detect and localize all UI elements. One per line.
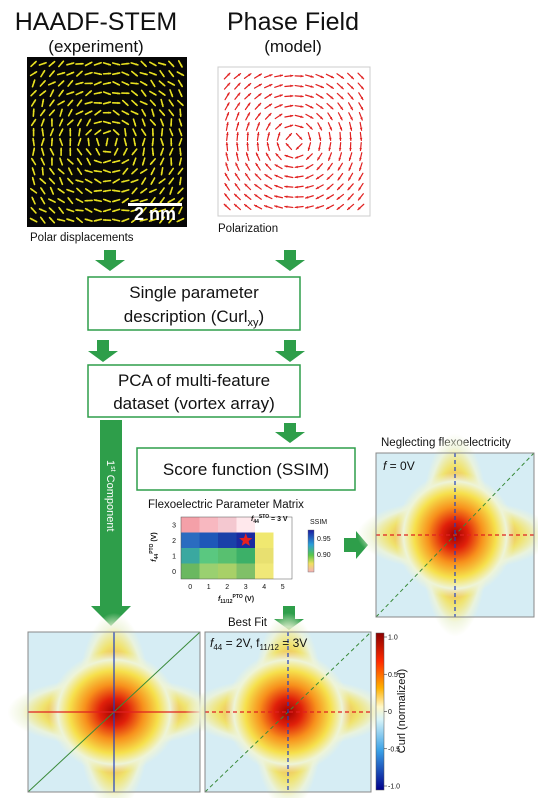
box-text-part: description (Curl [124, 307, 248, 326]
label-part: = 0V [386, 459, 414, 473]
box-text: Score function (SSIM) [163, 460, 329, 479]
subscript: 11/12 [260, 643, 280, 652]
matrix-cell [218, 548, 237, 564]
label-part: (V) [151, 532, 158, 543]
panel-label: f = 0V [383, 459, 415, 473]
matrix-cell [181, 564, 200, 580]
matrix-cell [218, 533, 237, 549]
flow-arrow [275, 250, 305, 271]
best-fit-title: Best Fit [228, 617, 268, 629]
header-title: Phase Field [227, 8, 359, 36]
header-title: HAADF-STEM [15, 8, 178, 36]
colorbar-tick-label: 0 [388, 709, 392, 716]
flow-arrow [95, 250, 125, 271]
matrix-cell [255, 548, 274, 564]
matrix-cell [200, 548, 219, 564]
arrow-label-part: Component [104, 472, 116, 532]
caption: Polarization [218, 223, 278, 235]
matrix-cell [218, 564, 237, 580]
matrix-ytick: 1 [172, 553, 176, 560]
matrix-cell [218, 517, 237, 533]
superscript: PTO [233, 594, 243, 600]
matrix-xlabel: f11/12PTO (V) [218, 594, 254, 605]
matrix-cell [200, 533, 219, 549]
box-text: PCA of multi-feature [118, 371, 270, 390]
matrix-xtick: 0 [188, 584, 192, 591]
header-subtitle: (model) [264, 37, 322, 56]
panel-label: f44 = 2V, f11/12 = 3V [210, 636, 307, 652]
flow-arrow [275, 340, 305, 362]
figure: HAADF-STEM (experiment) Phase Field (mod… [0, 0, 538, 798]
matrix-cell [237, 548, 256, 564]
scale-bar-label: 2 nm [134, 204, 176, 224]
matrix-xtick: 2 [225, 584, 229, 591]
colorbar-label: Curl (normalized) [396, 669, 408, 753]
header-subtitle: (experiment) [48, 37, 143, 56]
matrix-cell [181, 517, 200, 533]
arrow-label: 1st Component [104, 460, 116, 532]
ssim-colorbar [308, 530, 314, 572]
matrix-title: Flexoelectric Parameter Matrix [148, 499, 304, 511]
page: { "headers": [ {"title": "HAADF-STEM", "… [0, 0, 538, 798]
matrix-cell [200, 517, 219, 533]
subscript: xy [248, 317, 260, 329]
curl-colorbar [376, 633, 384, 790]
ssim-tick: 0.95 [317, 536, 331, 543]
matrix-cell [255, 533, 274, 549]
colorbar-tick-label: -1.0 [388, 784, 400, 791]
box-text: description (Curlxy) [124, 307, 264, 329]
flow-arrow [275, 423, 305, 443]
matrix-xtick: 4 [262, 584, 266, 591]
matrix-xtick: 1 [207, 584, 211, 591]
matrix-cell [255, 564, 274, 580]
matrix-ylabel: f44PTO (V) [149, 532, 160, 561]
matrix-ytick: 2 [172, 538, 176, 545]
label-part: = 3V [279, 636, 307, 650]
matrix-xtick: 5 [281, 584, 285, 591]
colorbar-tick-label: 1.0 [388, 635, 398, 642]
phase-field-image [218, 67, 370, 216]
matrix-inset: f44STO = 3 V [251, 514, 288, 525]
subscript: 11/12 [220, 599, 232, 605]
ssim-tick: 0.90 [317, 552, 331, 559]
matrix-cell [181, 548, 200, 564]
matrix-cell [200, 564, 219, 580]
ssim-title: SSIM [310, 519, 327, 526]
label-part: = 2V, f [222, 636, 260, 650]
superscript: PTO [149, 543, 155, 553]
flow-arrow [88, 340, 118, 362]
matrix-ytick: 3 [172, 522, 176, 529]
matrix-cell [181, 533, 200, 549]
box-text: dataset (vortex array) [113, 394, 275, 413]
matrix-xtick: 3 [244, 584, 248, 591]
label-part: (V) [243, 596, 254, 603]
parameter-matrix: 0 1 2 3 0 1 2 3 4 5 [172, 517, 292, 591]
matrix-ytick: 0 [172, 569, 176, 576]
matrix-cell [237, 564, 256, 580]
inset-part: = 3 V [269, 516, 288, 523]
box-text-part: ) [259, 307, 265, 326]
box-text: Single parameter [129, 283, 259, 302]
caption: Polar displacements [30, 232, 134, 244]
superscript: STO [259, 514, 269, 520]
